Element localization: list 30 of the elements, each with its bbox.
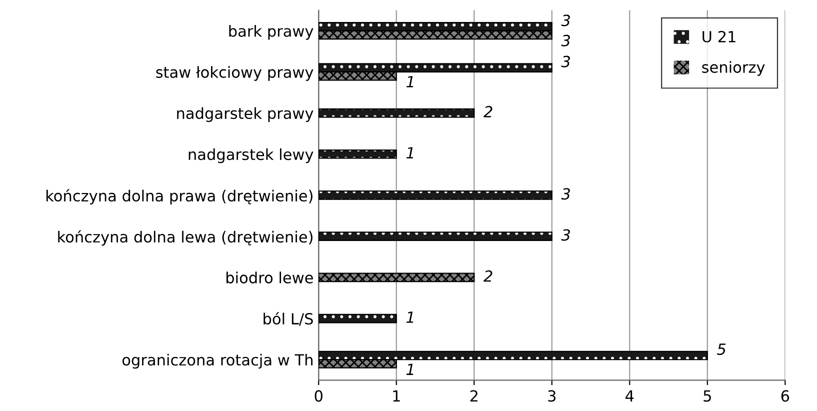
data-label: 3	[561, 14, 570, 26]
x-tick-label: 5	[704, 390, 711, 402]
data-label: 2	[484, 106, 492, 118]
x-tick-label: 4	[626, 390, 634, 402]
y-tick-label: biodro lewe	[226, 272, 313, 284]
data-label: 3	[561, 188, 570, 200]
data-label: 1	[406, 312, 414, 323]
y-tick-label: ból L/S	[264, 312, 313, 326]
data-label: 2	[484, 270, 492, 282]
data-label: 3	[561, 229, 570, 241]
y-tick-label: bark prawy	[229, 25, 314, 40]
y-tick-label: nadgarstek lewy	[188, 148, 314, 164]
y-tick-label: staw łokciowy prawy	[156, 66, 314, 81]
data-label: 1	[406, 147, 414, 158]
data-label: 3	[561, 56, 570, 68]
x-tick-label: 6	[781, 390, 790, 402]
data-label: 5	[717, 344, 726, 356]
x-tick-label: 3	[548, 390, 556, 402]
y-tick-label: ograniczona rotacja w Th	[122, 354, 312, 369]
data-label: 1	[406, 76, 414, 88]
y-tick-label: nadgarstek prawy	[177, 107, 314, 122]
x-tick-label: 1	[393, 390, 400, 402]
data-label: 1	[406, 364, 414, 375]
legend-label: seniorzy	[702, 61, 765, 76]
x-tick-label: 2	[470, 390, 478, 402]
legend-label: U 21	[702, 30, 736, 42]
y-tick-label: kończyna dolna prawa (drętwienie)	[46, 189, 312, 205]
x-tick-label: 0	[314, 390, 322, 402]
data-label: 3	[561, 34, 570, 46]
y-tick-label: kończyna dolna lewa (drętwienie)	[58, 230, 312, 246]
